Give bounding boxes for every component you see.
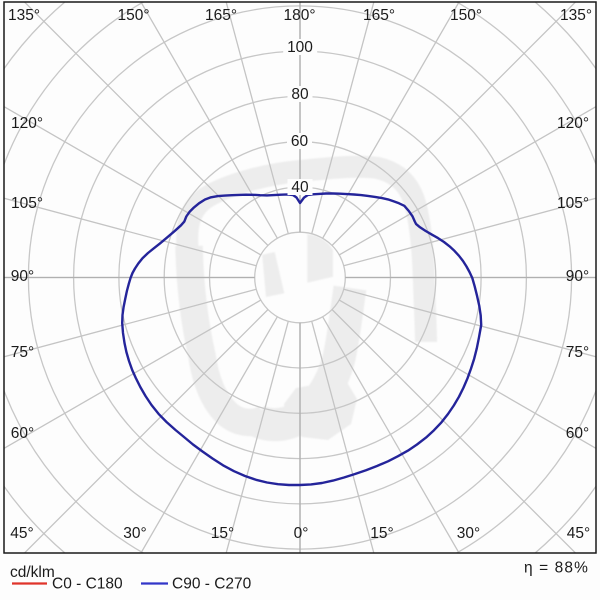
svg-text:C90 - C270: C90 - C270 [172, 576, 252, 593]
svg-text:105°: 105° [557, 195, 589, 212]
svg-text:80: 80 [291, 86, 309, 103]
svg-text:135°: 135° [8, 7, 40, 24]
svg-text:60°: 60° [11, 425, 34, 442]
svg-text:120°: 120° [11, 115, 43, 132]
svg-text:75°: 75° [11, 344, 34, 361]
svg-text:60: 60 [291, 133, 309, 150]
svg-text:30°: 30° [123, 525, 146, 542]
svg-text:15°: 15° [211, 525, 234, 542]
svg-text:180°: 180° [283, 7, 315, 24]
svg-text:40: 40 [291, 179, 309, 196]
svg-text:75°: 75° [566, 344, 589, 361]
svg-text:η = 88%: η = 88% [524, 560, 589, 577]
svg-text:45°: 45° [567, 525, 590, 542]
svg-text:60°: 60° [566, 425, 589, 442]
svg-text:100: 100 [287, 39, 313, 56]
svg-text:45°: 45° [10, 525, 33, 542]
svg-text:15°: 15° [370, 525, 393, 542]
svg-text:150°: 150° [450, 7, 482, 24]
svg-text:cd/klm: cd/klm [10, 564, 55, 581]
svg-text:120°: 120° [557, 115, 589, 132]
svg-text:135°: 135° [560, 7, 592, 24]
svg-text:165°: 165° [363, 7, 395, 24]
svg-text:105°: 105° [11, 195, 43, 212]
svg-text:0°: 0° [294, 525, 309, 542]
svg-text:30°: 30° [457, 525, 480, 542]
svg-text:90°: 90° [566, 268, 589, 285]
svg-text:165°: 165° [205, 7, 237, 24]
svg-text:90°: 90° [11, 268, 34, 285]
svg-text:C0 - C180: C0 - C180 [52, 576, 123, 593]
svg-text:150°: 150° [117, 7, 149, 24]
